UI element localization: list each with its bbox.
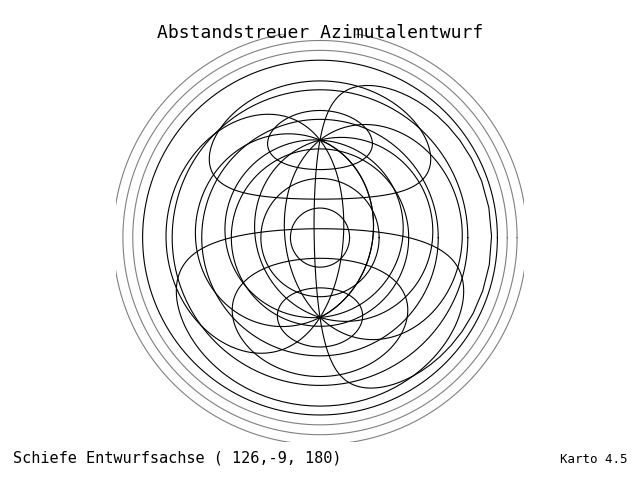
- Text: Abstandstreuer Azimutalentwurf: Abstandstreuer Azimutalentwurf: [157, 24, 483, 42]
- Text: Schiefe Entwurfsachse ( 126,-9, 180): Schiefe Entwurfsachse ( 126,-9, 180): [13, 451, 341, 466]
- Text: Karto 4.5: Karto 4.5: [560, 453, 627, 466]
